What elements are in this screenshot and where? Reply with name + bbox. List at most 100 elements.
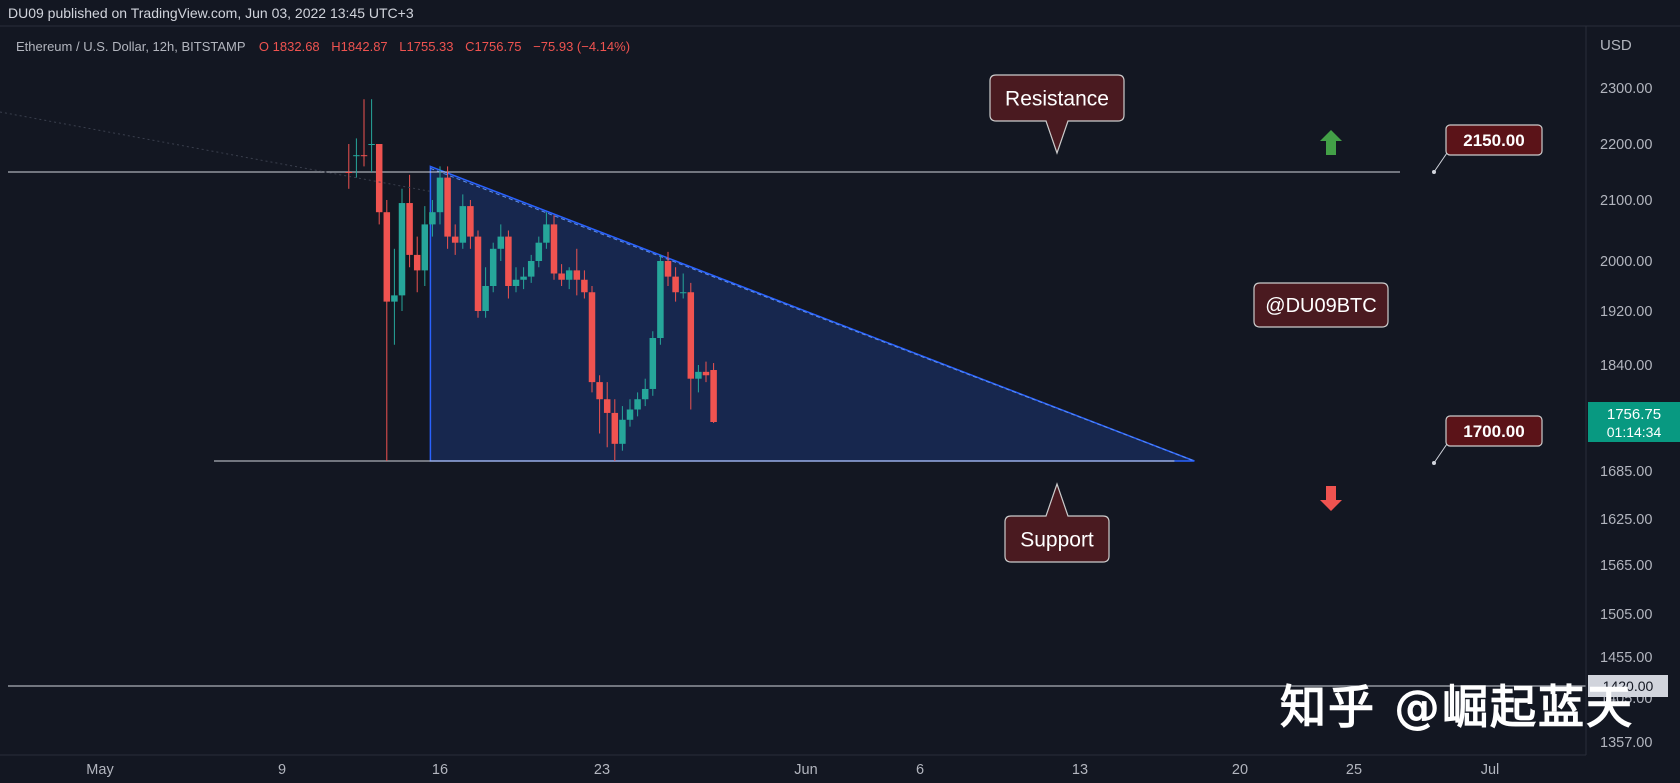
- candle-body: [520, 276, 527, 280]
- level-1420-value: 1420.00: [1603, 678, 1654, 694]
- publish-bar: [0, 0, 1680, 26]
- candle-body: [611, 412, 619, 444]
- candle-body: [581, 279, 588, 293]
- candle-body: [687, 292, 695, 379]
- candle-body: [512, 279, 520, 286]
- candle-body: [459, 206, 467, 243]
- callout-2150-text: 2150.00: [1463, 131, 1524, 150]
- candle-body: [467, 206, 474, 237]
- x-tick-label: 23: [594, 762, 610, 778]
- candle-body: [451, 236, 459, 243]
- y-tick-label: 2200.00: [1600, 137, 1652, 153]
- candle-body: [543, 224, 550, 243]
- candle-body: [482, 286, 489, 311]
- horizontal-levels: [8, 171, 1586, 687]
- candle-body: [375, 144, 383, 213]
- x-tick-label: May: [86, 762, 114, 778]
- candle-body: [535, 242, 543, 261]
- arrow-down-icon: [1320, 486, 1342, 511]
- y-tick-label: 2300.00: [1600, 81, 1652, 97]
- x-tick-label: Jun: [794, 762, 817, 778]
- countdown-timer: 01:14:34: [1607, 424, 1662, 440]
- support-label[interactable]: Support: [1004, 482, 1110, 563]
- candle-body: [710, 370, 717, 422]
- candle-body: [649, 338, 657, 389]
- legend: Ethereum / U.S. Dollar, 12h, BITSTAMP O …: [16, 39, 630, 54]
- arrow-up-icon: [1320, 130, 1342, 155]
- callout-2150[interactable]: 2150.00: [1432, 124, 1543, 174]
- currency-label: USD: [1600, 37, 1632, 54]
- y-tick-label: 2000.00: [1600, 254, 1652, 270]
- candle-body: [421, 224, 429, 271]
- y-tick-label: 1625.00: [1600, 512, 1652, 528]
- y-tick-label: 2100.00: [1600, 193, 1652, 209]
- ohlc-high: H1842.87: [331, 39, 387, 54]
- y-tick-label: 1565.00: [1600, 558, 1652, 574]
- candle-body: [664, 261, 672, 277]
- candle-body: [695, 371, 702, 379]
- candle-body: [429, 212, 436, 225]
- candle-body: [702, 371, 710, 376]
- candle-body: [626, 409, 634, 420]
- y-tick-label: 1455.00: [1600, 650, 1652, 666]
- resistance-label-text: Resistance: [1005, 88, 1109, 111]
- last-price-value: 1756.75: [1607, 406, 1661, 423]
- brand-label[interactable]: @DU09BTC: [1253, 282, 1389, 328]
- candle-body: [383, 212, 391, 302]
- ohlc-low: L1755.33: [399, 39, 453, 54]
- brand-label-text: @DU09BTC: [1265, 295, 1376, 317]
- candle-body: [505, 236, 512, 286]
- candle-body: [634, 399, 641, 410]
- candle-body: [603, 399, 611, 413]
- ohlc-open-value: 1832.68: [273, 39, 320, 54]
- candles-layer: [345, 99, 717, 461]
- candle-body: [588, 292, 596, 383]
- candle-body: [657, 261, 664, 338]
- watermark: 知乎 @崛起蓝天: [1279, 680, 1634, 734]
- candle-body: [436, 177, 444, 213]
- ohlc-change: −75.93 (−4.14%): [533, 39, 630, 54]
- candle-body: [489, 248, 497, 286]
- y-axis[interactable]: 2300.00 2200.00 2100.00 2000.00 1920.00 1840.…: [1588, 81, 1680, 751]
- y-tick-label: 1505.00: [1600, 607, 1652, 623]
- x-tick-label: 6: [916, 762, 924, 778]
- candle-body: [398, 203, 406, 296]
- y-tick-label: 1840.00: [1600, 358, 1652, 374]
- callout-1700[interactable]: 1700.00: [1432, 415, 1543, 465]
- x-tick-label: 25: [1346, 762, 1362, 778]
- candle-body: [497, 236, 505, 249]
- callout-2150-anchor: [1432, 170, 1436, 174]
- candle-body: [558, 273, 565, 280]
- callout-1700-box: [1445, 415, 1543, 447]
- candle-body: [596, 382, 603, 400]
- y-tick-label: 1357.00: [1600, 735, 1652, 751]
- candle-body: [345, 172, 353, 173]
- candle-body: [641, 388, 649, 400]
- candle-body: [565, 270, 573, 280]
- symbol-info: Ethereum / U.S. Dollar, 12h, BITSTAMP: [16, 39, 245, 54]
- support-label-box: [1004, 482, 1110, 563]
- x-axis[interactable]: May 9 16 23 Jun 6 13 20 25 Jul: [86, 762, 1499, 778]
- candle-body: [360, 155, 368, 157]
- legend-text: Ethereum / U.S. Dollar, 12h, BITSTAMP O …: [16, 39, 630, 54]
- x-tick-label: 16: [432, 762, 448, 778]
- candle-body: [444, 177, 451, 237]
- candle-body: [391, 295, 398, 302]
- callout-1700-anchor: [1432, 461, 1436, 465]
- candle-body: [368, 144, 375, 145]
- candle-body: [527, 261, 535, 277]
- candle-body: [353, 155, 360, 157]
- candle-body: [406, 203, 413, 255]
- candle-body: [672, 276, 679, 293]
- candle-body: [619, 419, 626, 444]
- ohlc-open-label: O: [259, 39, 269, 54]
- candle-body: [550, 224, 558, 274]
- resistance-label[interactable]: Resistance: [989, 74, 1125, 155]
- brand-label-box: [1253, 282, 1389, 328]
- resistance-label-box: [989, 74, 1125, 155]
- last-price-badge: [1588, 402, 1680, 442]
- level-1420-badge: [1588, 675, 1668, 697]
- triangle-upper-trendline: [430, 167, 1195, 462]
- x-tick-label: 13: [1072, 762, 1088, 778]
